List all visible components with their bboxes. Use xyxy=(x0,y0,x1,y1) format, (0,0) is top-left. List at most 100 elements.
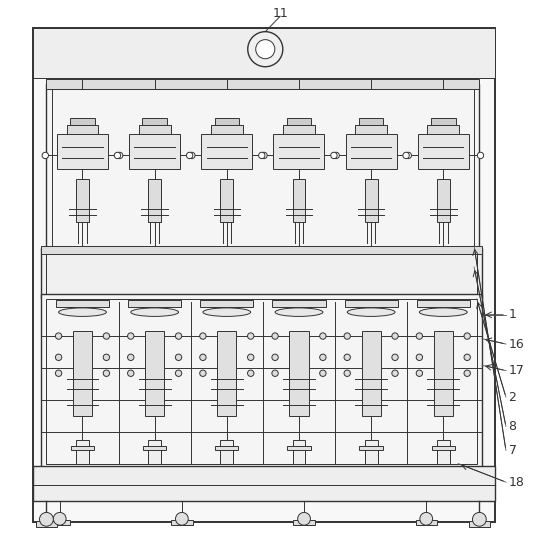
Bar xyxy=(33,28,495,78)
Ellipse shape xyxy=(347,308,395,317)
Circle shape xyxy=(114,152,120,159)
Circle shape xyxy=(477,152,483,159)
Bar xyxy=(431,118,456,124)
Bar xyxy=(57,134,108,169)
Bar xyxy=(416,521,437,524)
Bar xyxy=(171,521,193,524)
Bar xyxy=(292,179,305,222)
Circle shape xyxy=(42,152,48,159)
Bar xyxy=(148,439,161,464)
Circle shape xyxy=(320,333,326,339)
Ellipse shape xyxy=(59,308,107,317)
Bar xyxy=(56,301,109,307)
Bar xyxy=(76,179,89,222)
Circle shape xyxy=(344,333,350,339)
Circle shape xyxy=(186,152,193,159)
Circle shape xyxy=(320,370,326,376)
Bar xyxy=(359,118,384,124)
Bar xyxy=(294,521,315,524)
Bar xyxy=(143,446,166,450)
Circle shape xyxy=(272,370,278,376)
Bar xyxy=(139,124,170,134)
Bar xyxy=(345,301,398,307)
Circle shape xyxy=(416,370,422,376)
Bar xyxy=(215,118,239,124)
Bar xyxy=(283,124,315,134)
Ellipse shape xyxy=(203,308,251,317)
Bar xyxy=(71,446,94,450)
Circle shape xyxy=(344,354,350,360)
Circle shape xyxy=(259,152,265,159)
Circle shape xyxy=(248,354,254,360)
Text: 17: 17 xyxy=(508,364,524,377)
Circle shape xyxy=(261,152,267,159)
Bar xyxy=(287,446,311,450)
Bar xyxy=(287,118,311,124)
Bar xyxy=(201,134,253,169)
Circle shape xyxy=(53,513,66,525)
Text: 11: 11 xyxy=(273,6,288,20)
Bar xyxy=(346,134,397,169)
Circle shape xyxy=(189,152,195,159)
Circle shape xyxy=(464,354,471,360)
Bar xyxy=(49,521,70,524)
Circle shape xyxy=(128,370,134,376)
Circle shape xyxy=(117,152,123,159)
Bar xyxy=(365,179,377,222)
Circle shape xyxy=(297,513,310,525)
Bar xyxy=(469,521,490,527)
Bar xyxy=(433,331,453,416)
Circle shape xyxy=(416,354,422,360)
Bar xyxy=(76,439,89,464)
Bar xyxy=(36,521,57,527)
Ellipse shape xyxy=(420,308,467,317)
Bar xyxy=(33,28,495,522)
Ellipse shape xyxy=(131,308,179,317)
Bar xyxy=(432,446,455,450)
Circle shape xyxy=(272,333,278,339)
Bar xyxy=(47,254,477,294)
Circle shape xyxy=(392,333,398,339)
Ellipse shape xyxy=(275,308,323,317)
Bar xyxy=(41,248,482,299)
Bar xyxy=(67,124,98,134)
Circle shape xyxy=(331,152,337,159)
Bar xyxy=(427,124,459,134)
Bar xyxy=(220,179,233,222)
Bar xyxy=(129,134,180,169)
Circle shape xyxy=(464,333,471,339)
Circle shape xyxy=(248,370,254,376)
Bar xyxy=(47,84,480,256)
Bar xyxy=(417,301,470,307)
Circle shape xyxy=(472,513,486,526)
Bar xyxy=(365,439,377,464)
Circle shape xyxy=(200,354,206,360)
Bar xyxy=(211,124,243,134)
Circle shape xyxy=(103,354,109,360)
Bar xyxy=(145,331,164,416)
Circle shape xyxy=(39,513,53,526)
Text: 2: 2 xyxy=(508,391,517,404)
Bar xyxy=(47,299,477,464)
Circle shape xyxy=(416,333,422,339)
Text: 8: 8 xyxy=(508,420,517,433)
Text: 7: 7 xyxy=(508,444,517,457)
Circle shape xyxy=(128,333,134,339)
Bar xyxy=(33,466,495,501)
Circle shape xyxy=(103,333,109,339)
Text: 16: 16 xyxy=(508,337,524,350)
Circle shape xyxy=(128,354,134,360)
Bar xyxy=(143,118,167,124)
Bar xyxy=(273,301,326,307)
Circle shape xyxy=(248,32,283,67)
Circle shape xyxy=(256,40,275,59)
Circle shape xyxy=(392,354,398,360)
Bar xyxy=(200,301,254,307)
Circle shape xyxy=(420,513,432,525)
Bar xyxy=(289,331,309,416)
Circle shape xyxy=(200,333,206,339)
Circle shape xyxy=(464,370,471,376)
Bar xyxy=(437,439,450,464)
Bar xyxy=(361,331,381,416)
Bar xyxy=(41,294,482,469)
